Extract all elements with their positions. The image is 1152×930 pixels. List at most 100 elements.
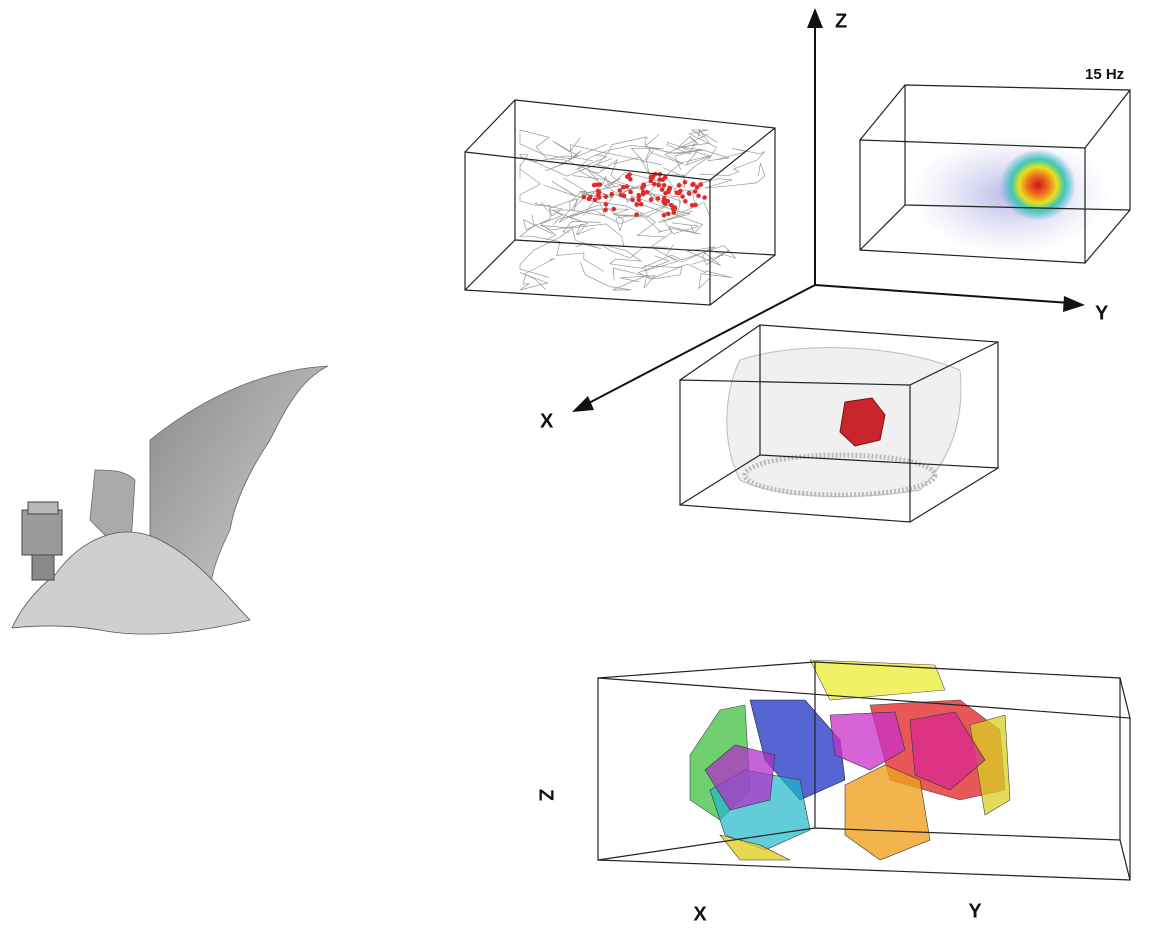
spike-dot (674, 190, 680, 196)
trajectory-line (519, 133, 662, 166)
spike-dot (588, 195, 593, 200)
z-axis-label: Z (835, 10, 847, 32)
spike-dot (594, 182, 600, 187)
spike-dot (661, 199, 666, 205)
trajectory-line (601, 244, 669, 269)
spike-dot (609, 191, 615, 197)
spike-dot (702, 195, 707, 200)
spike-dot (661, 213, 667, 218)
fields-z-label: Z (535, 789, 557, 801)
trajectory-line (616, 186, 693, 223)
trajectory-line (665, 137, 711, 190)
trajectory-line (534, 198, 578, 217)
trajectory-line (568, 202, 672, 236)
spike-dot (634, 212, 639, 217)
spike-dot (667, 185, 672, 191)
spike-dot (661, 183, 667, 188)
trajectory-line (579, 261, 656, 291)
trajectory-box (518, 129, 766, 291)
spike-dot (621, 184, 626, 190)
trajectory-line (544, 136, 608, 172)
trajectory-line (558, 177, 602, 223)
box-frame (464, 99, 776, 306)
spike-dot (603, 207, 608, 213)
spike-dot (666, 211, 671, 217)
spike-dot (655, 196, 661, 201)
spike-dot (644, 190, 650, 195)
spike-dot (659, 187, 665, 192)
trajectory-line (643, 263, 733, 290)
spike-dot (657, 177, 662, 182)
spike-dot (636, 192, 642, 198)
spike-dot (671, 205, 677, 210)
x-axis-label: X (540, 410, 554, 432)
spike-dot (694, 185, 700, 190)
spike-dot (698, 182, 703, 187)
spike-dot (648, 178, 654, 184)
spike-dot (652, 181, 657, 187)
spike-dot (628, 189, 633, 195)
spike-dot (696, 193, 701, 199)
spike-dot (641, 183, 647, 189)
spike-dot (693, 202, 698, 208)
fields-box (597, 659, 1131, 881)
spike-dot (640, 189, 646, 195)
spike-dot (603, 194, 609, 199)
axes (572, 8, 1085, 412)
trajectory-line (662, 201, 710, 235)
spike-dot (682, 180, 688, 185)
trajectory-line (518, 214, 604, 272)
trajectory-line (519, 136, 649, 177)
spike-dot (687, 191, 692, 196)
trajectory-line (519, 168, 553, 235)
trajectory-line (612, 255, 683, 281)
spike-dot (661, 196, 667, 201)
fields-x-label: X (693, 903, 707, 925)
trajectory-line (552, 208, 666, 238)
spike-dot (663, 191, 668, 196)
spike-dot (627, 172, 632, 177)
trajectory-line (665, 244, 737, 266)
trajectory-line (519, 258, 555, 291)
spike-dot (628, 177, 633, 182)
spike-dot (617, 188, 623, 193)
rate-label: 15 Hz (1085, 66, 1124, 83)
spike-dot (678, 188, 683, 194)
spike-dot (683, 199, 688, 204)
trajectory-line (578, 158, 660, 203)
trajectory-line (645, 147, 697, 207)
trajectory-line (699, 147, 766, 177)
spike-dot (592, 197, 598, 203)
trajectory-line (582, 193, 645, 232)
y-axis-label: Y (1095, 302, 1109, 324)
trajectory-line (519, 223, 625, 278)
place-field-box (679, 324, 999, 523)
spike-dot (665, 199, 671, 204)
spike-dot (634, 202, 639, 207)
fields-y-label: Y (968, 900, 982, 922)
spike-dot (671, 210, 677, 215)
spike-dot (581, 194, 587, 200)
spike-dot (624, 184, 630, 189)
heatmap-box (859, 84, 1131, 264)
trajectory-line (644, 133, 709, 165)
spike-dot (676, 183, 682, 188)
spike-dot (621, 193, 627, 198)
spike-dot (603, 201, 609, 207)
spike-dot (611, 206, 617, 212)
spike-dot (648, 197, 654, 202)
trajectory-line (540, 224, 602, 250)
spike-dot (692, 189, 698, 194)
trajectory-line (694, 162, 766, 189)
trajectory-line (641, 249, 730, 269)
trajectory-line (519, 129, 616, 188)
trajectory-line (576, 145, 664, 171)
spike-dot (656, 182, 661, 188)
trajectory-line (540, 210, 601, 241)
spike-dot (690, 182, 695, 187)
trajectory-line (644, 129, 718, 154)
trajectory-line (674, 129, 730, 171)
spike-dot (636, 197, 642, 203)
spike-dot (680, 194, 685, 199)
